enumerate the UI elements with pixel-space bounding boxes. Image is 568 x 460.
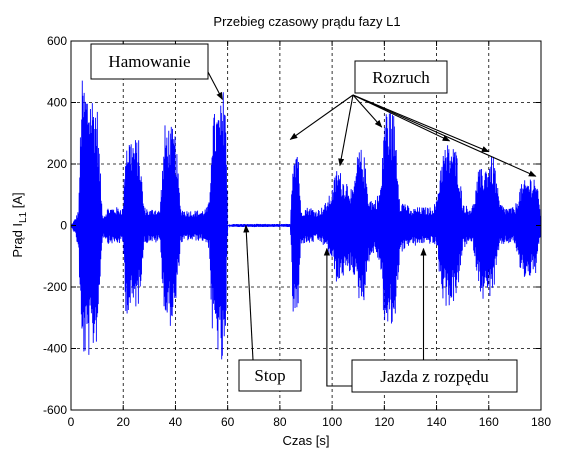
x-tick-label-7: 140 <box>427 415 447 429</box>
series-layer <box>70 80 542 360</box>
y-tick-label-5: -400 <box>43 342 67 356</box>
annotation-1-arrow-5 <box>352 94 537 177</box>
y-axis-title-unit: [A] <box>10 192 25 212</box>
annotation-hamowanie-box <box>90 43 209 80</box>
annotation-1-arrow-0 <box>289 94 354 140</box>
y-tick-label-0: 600 <box>47 34 67 48</box>
y-axis-title-subscript: L1 <box>18 211 29 223</box>
annotation-arrow-layer <box>207 71 537 387</box>
annotation-1-arrow-2 <box>352 94 383 128</box>
x-tick-label-5: 100 <box>322 415 342 429</box>
annotation-stop: Stop <box>238 359 302 392</box>
x-tick-label-1: 20 <box>117 415 131 429</box>
x-axis-title: Czas [s] <box>283 433 330 448</box>
annotation-jazda-box <box>351 359 518 393</box>
annotation-2-arrow-0 <box>243 224 254 361</box>
annotation-rozruch-text: Rozruch <box>372 68 430 87</box>
annotation-1-arrow-1 <box>338 94 354 167</box>
annotation-jazda: Jazda z rozpędu <box>351 359 518 393</box>
annotation-3-leader-0 <box>323 247 352 387</box>
annotation-hamowanie-text: Hamowanie <box>108 52 190 71</box>
x-tick-label-6: 120 <box>374 415 394 429</box>
y-tick-label-6: -600 <box>43 403 67 417</box>
annotation-hamowanie: Hamowanie <box>90 43 209 80</box>
y-axis-title: Prąd IL1 [A] <box>10 192 29 257</box>
y-tick-label-2: 200 <box>47 157 67 171</box>
x-tick-label-3: 60 <box>221 415 235 429</box>
x-tick-label-0: 0 <box>68 415 75 429</box>
x-tick-label-9: 180 <box>531 415 551 429</box>
x-tick-label-2: 40 <box>169 415 183 429</box>
annotation-rozruch: Rozruch <box>354 60 448 94</box>
y-tick-label-4: -200 <box>43 280 67 294</box>
y-axis-title-main: Prąd I <box>10 223 25 258</box>
y-tick-label-1: 400 <box>47 96 67 110</box>
annotation-rozruch-box <box>354 60 448 94</box>
tick-label-layer: 0 20 40 60 80 100 120 140 160 180 600 400 200 0 -200 -4… <box>43 34 551 429</box>
annotation-stop-text: Stop <box>254 366 285 385</box>
x-tick-label-8: 160 <box>479 415 499 429</box>
annotation-0-arrow-0 <box>207 71 223 101</box>
series-line-current-l1 <box>70 80 542 360</box>
x-tick-label-4: 80 <box>273 415 287 429</box>
annotation-stop-box <box>238 359 302 392</box>
chart-title: Przebieg czasowy prądu fazy L1 <box>213 14 400 29</box>
annotation-jazda-text: Jazda z rozpędu <box>380 367 489 386</box>
annotation-1-arrow-4 <box>352 94 490 153</box>
y-tick-label-3: 0 <box>60 219 67 233</box>
